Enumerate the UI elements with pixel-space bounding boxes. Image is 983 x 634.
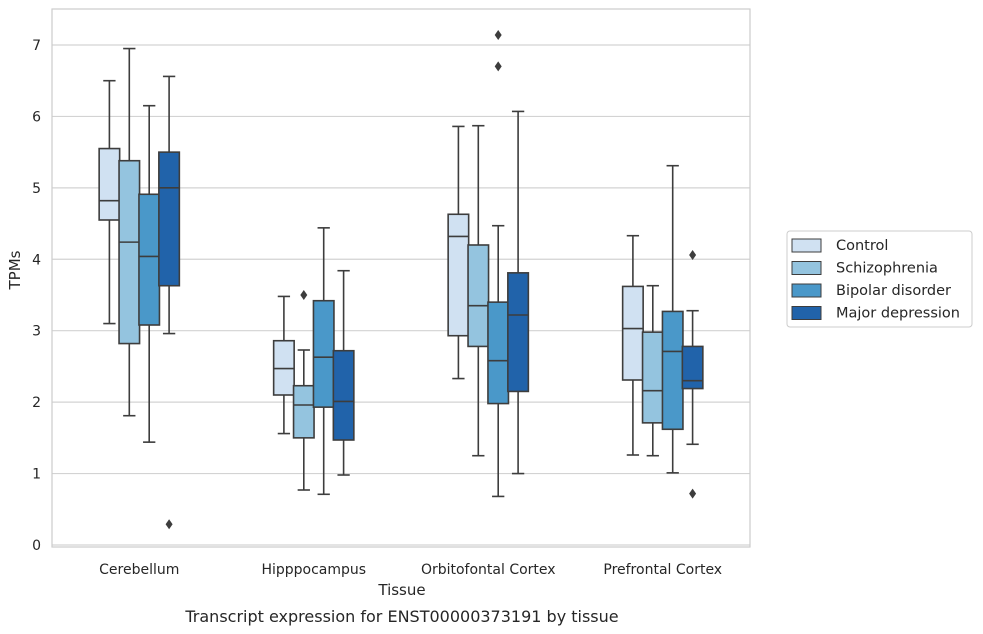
box-plot-series (98, 29, 704, 530)
y-axis-title: TPMs (6, 250, 24, 290)
box-plot (118, 47, 141, 417)
box-iqr (98, 147, 121, 221)
y-tick-label: 7 (32, 38, 41, 54)
x-tick-label: Hipppocampus (261, 562, 366, 578)
box-plot (447, 125, 470, 380)
outlier-point (689, 249, 697, 260)
box-plot (272, 295, 295, 435)
y-tick-label: 0 (32, 538, 41, 554)
y-tick-label: 3 (32, 324, 41, 340)
outlier-point (689, 488, 697, 499)
legend-swatch (791, 238, 822, 253)
x-tick-label: Cerebellum (99, 562, 179, 578)
box-iqr (621, 285, 644, 381)
legend-swatch (791, 306, 822, 320)
x-axis-title: Tissue (377, 581, 425, 599)
legend-item: Bipolar disorder (791, 283, 951, 299)
y-tick-label: 6 (32, 109, 41, 125)
box-iqr (332, 349, 355, 441)
legend-label: Bipolar disorder (836, 283, 951, 299)
outlier-point (300, 289, 308, 300)
box-iqr (467, 244, 490, 348)
series-major-depression (158, 75, 704, 530)
y-tick-label: 4 (32, 252, 41, 268)
box-plot (641, 284, 664, 457)
box-plot (332, 269, 355, 476)
y-tick-labels: 0 1 2 3 4 5 6 7 (32, 38, 41, 554)
box-iqr (312, 299, 335, 408)
box-plot (661, 164, 684, 474)
x-tick-labels: Cerebellum Hipppocampus Orbitofontal Corte… (99, 562, 722, 578)
box-iqr (118, 159, 141, 345)
box-plot (98, 79, 121, 325)
box-plot (292, 289, 315, 491)
box-iqr (447, 213, 470, 337)
box-plot (158, 75, 181, 530)
box-iqr (507, 272, 530, 393)
legend-swatch (791, 261, 822, 275)
box-plot (681, 249, 704, 499)
box-plot (507, 110, 530, 475)
outlier-point (165, 519, 173, 530)
series-bipolar-disorder (138, 29, 684, 498)
y-tick-label: 1 (32, 467, 41, 483)
box-iqr (641, 331, 664, 424)
legend-item: Schizophrenia (791, 261, 938, 277)
legend-label: Schizophrenia (836, 261, 938, 277)
outlier-point (494, 29, 502, 40)
plot-frame (51, 8, 751, 548)
x-tick-label: Prefrontal Cortex (603, 562, 722, 578)
box-iqr (487, 301, 510, 405)
box-iqr (661, 310, 684, 431)
legend-frame (786, 230, 973, 328)
box-iqr (158, 151, 181, 287)
x-tick-label: Orbitofontal Cortex (421, 562, 556, 578)
legend-label: Major depression (836, 306, 960, 322)
box-iqr (681, 345, 704, 390)
box-iqr (138, 193, 161, 326)
legend-swatch (791, 283, 822, 298)
legend-item: Control (791, 238, 888, 254)
legend: Control Schizophrenia Bipolar disorder Majo… (786, 230, 973, 328)
box-iqr (292, 384, 315, 439)
chart-caption: Transcript expression for ENST0000037319… (184, 607, 618, 626)
outlier-point (494, 61, 502, 72)
series-control (98, 79, 644, 456)
box-plot (467, 124, 490, 457)
box-plot (487, 29, 510, 498)
legend-item: Major depression (791, 306, 960, 322)
y-tick-label: 5 (32, 181, 41, 197)
legend-label: Control (836, 238, 888, 254)
y-tick-label: 2 (32, 395, 41, 411)
series-schizophrenia (118, 47, 664, 491)
